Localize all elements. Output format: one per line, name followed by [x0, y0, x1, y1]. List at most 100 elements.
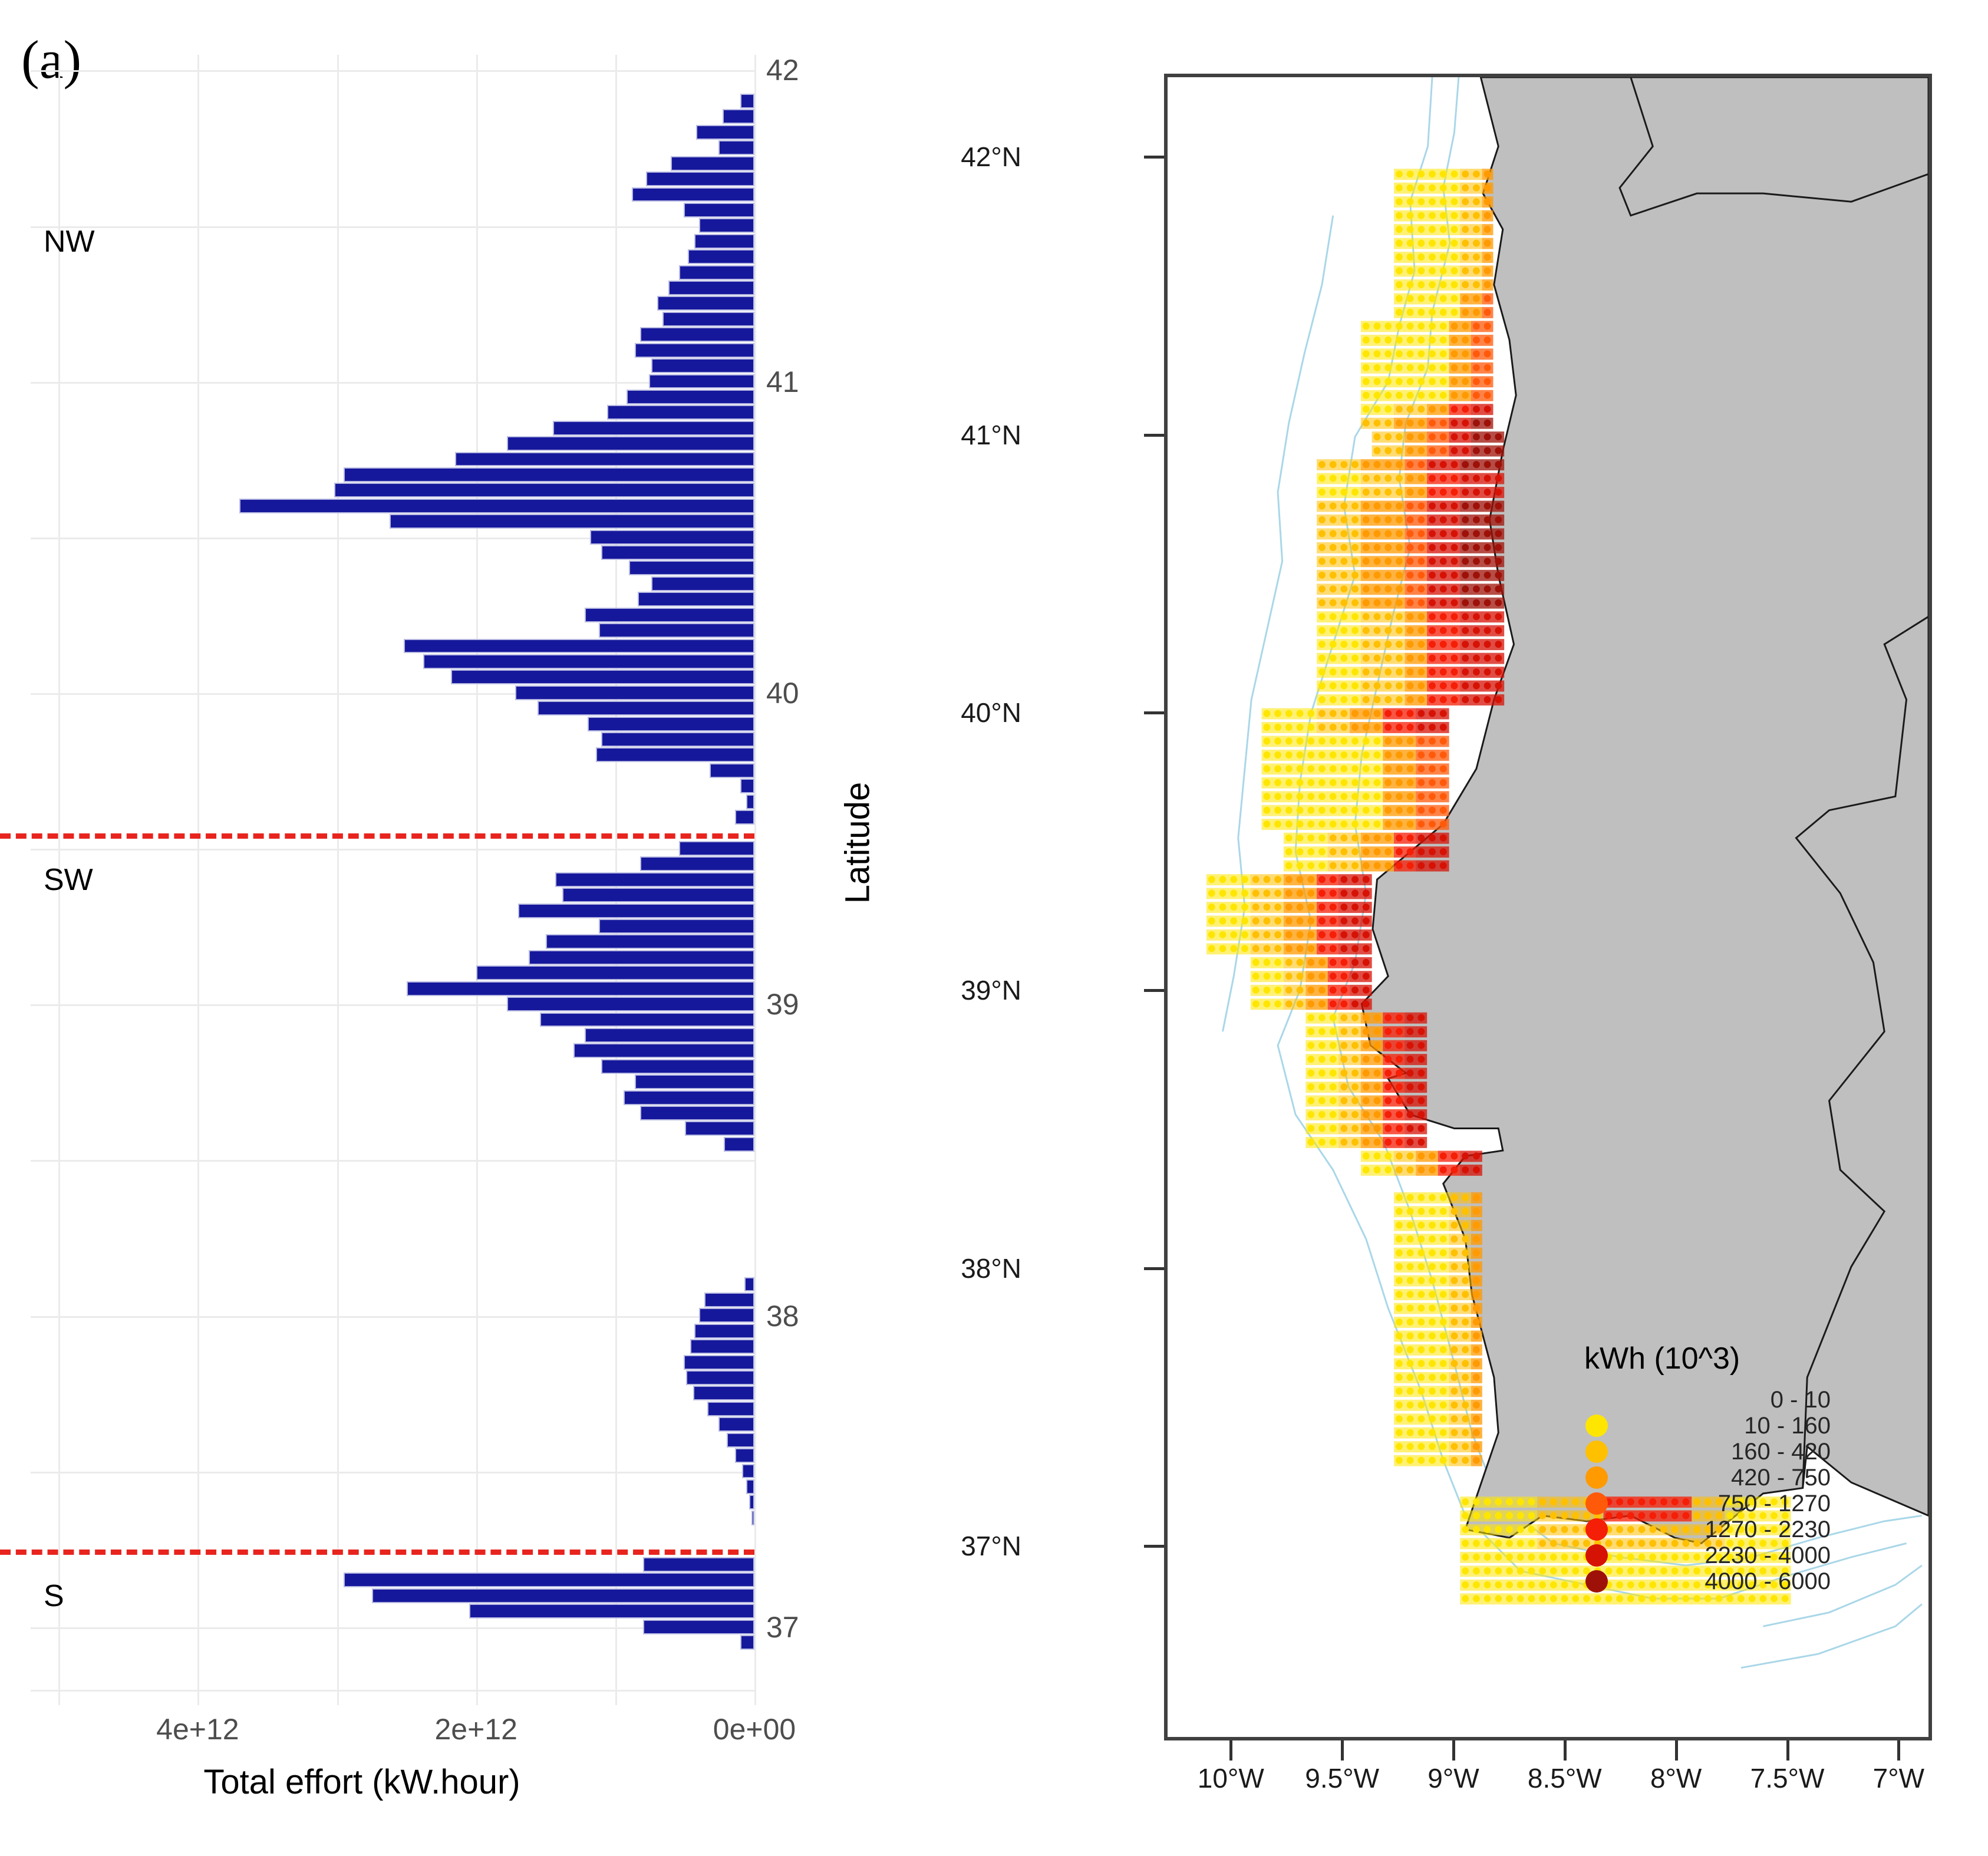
effort-dot	[1539, 1595, 1547, 1603]
effort-dot	[1462, 1373, 1469, 1381]
effort-dot	[1715, 1581, 1723, 1588]
effort-dot	[1472, 654, 1480, 662]
effort-dot	[1439, 336, 1447, 344]
effort-dot	[1439, 489, 1447, 496]
effort-dot	[1616, 1512, 1624, 1519]
effort-dot	[1472, 530, 1480, 538]
effort-dot	[1307, 737, 1315, 745]
effort-dot	[1462, 184, 1469, 192]
effort-dot	[1439, 613, 1447, 621]
effort-dot	[1396, 1111, 1403, 1118]
bar	[624, 1090, 754, 1105]
legend-color-dot	[1585, 1389, 1608, 1411]
effort-dot	[1483, 1539, 1491, 1547]
effort-dot	[1483, 226, 1491, 233]
effort-dot	[1340, 668, 1348, 676]
map-graphic	[1168, 77, 1928, 1737]
effort-dot	[1329, 779, 1337, 786]
effort-dot	[1340, 571, 1348, 579]
effort-dot	[1384, 723, 1392, 731]
effort-dot	[1307, 820, 1315, 828]
effort-dot	[1649, 1553, 1657, 1561]
effort-dot	[1516, 1539, 1524, 1547]
effort-dot	[1462, 226, 1469, 233]
map-x-tickmark	[1229, 1740, 1233, 1761]
bar	[632, 187, 754, 202]
effort-dot	[1318, 986, 1326, 994]
effort-dot	[1285, 834, 1293, 842]
effort-dot	[1362, 627, 1370, 634]
effort-dot	[1373, 1111, 1381, 1118]
effort-dot	[1462, 1567, 1469, 1575]
effort-dot	[1384, 1083, 1392, 1091]
effort-dot	[1329, 613, 1337, 621]
effort-dot	[1450, 322, 1458, 330]
effort-dot	[1429, 212, 1436, 219]
effort-dot	[1439, 862, 1447, 869]
legend-row: 750 - 1270	[1580, 1491, 1833, 1517]
effort-dot	[1396, 1360, 1403, 1367]
effort-dot	[1771, 1581, 1778, 1588]
effort-dot	[1417, 267, 1425, 275]
effort-dot	[1329, 1138, 1337, 1146]
effort-dot	[1450, 585, 1458, 593]
effort-dot	[1406, 1194, 1414, 1201]
effort-dot	[1472, 502, 1480, 510]
map-y-tick-label: 39°N	[961, 975, 1021, 1006]
effort-dot	[1483, 654, 1491, 662]
effort-dot	[1417, 184, 1425, 192]
effort-dot	[1417, 793, 1425, 800]
effort-dot	[1285, 862, 1293, 869]
effort-dot	[1495, 461, 1502, 469]
effort-dot	[1274, 751, 1282, 759]
effort-dot	[1340, 945, 1348, 952]
effort-dot	[1495, 489, 1502, 496]
effort-dot	[1373, 585, 1381, 593]
effort-dot	[1318, 1138, 1326, 1146]
effort-dot	[1483, 267, 1491, 275]
effort-dot	[1417, 1443, 1425, 1450]
effort-dot	[1406, 253, 1414, 261]
effort-dot	[1627, 1581, 1634, 1588]
effort-dot	[1285, 793, 1293, 800]
effort-dot	[1462, 1318, 1469, 1326]
effort-dot	[1439, 419, 1447, 427]
effort-dot	[1318, 613, 1326, 621]
effort-dot	[1472, 1304, 1480, 1312]
effort-dot	[1759, 1512, 1767, 1519]
effort-dot	[1450, 1249, 1458, 1257]
effort-dot	[1329, 599, 1337, 606]
effort-dot	[1450, 1194, 1458, 1201]
effort-dot	[1439, 226, 1447, 233]
effort-dot	[1351, 904, 1359, 911]
effort-dot	[1329, 834, 1337, 842]
effort-dot	[1738, 1595, 1745, 1603]
effort-dot	[1329, 696, 1337, 703]
effort-dot	[1483, 184, 1491, 192]
effort-dot	[1429, 806, 1436, 814]
panel-a-barplot: (a) NW SW S Total effort (kW.hour) Latitud…	[0, 32, 877, 1801]
effort-dot	[1450, 502, 1458, 510]
bar	[707, 1401, 754, 1416]
effort-dot	[1396, 184, 1403, 192]
gridline-horizontal	[31, 226, 754, 228]
effort-dot	[1406, 322, 1414, 330]
effort-dot	[1340, 1014, 1348, 1021]
effort-dot	[1318, 543, 1326, 551]
effort-dot	[1230, 876, 1238, 884]
effort-dot	[1417, 723, 1425, 731]
effort-dot	[1495, 516, 1502, 523]
effort-dot	[1462, 543, 1469, 551]
effort-dot	[1472, 613, 1480, 621]
effort-dot	[1396, 1028, 1403, 1036]
effort-dot	[1450, 253, 1458, 261]
effort-dot	[1396, 751, 1403, 759]
effort-dot	[1362, 1028, 1370, 1036]
effort-dot	[1472, 599, 1480, 606]
effort-dot	[1627, 1553, 1634, 1561]
effort-dot	[1472, 1429, 1480, 1436]
effort-dot	[1417, 613, 1425, 621]
effort-dot	[1384, 820, 1392, 828]
effort-dot	[1462, 571, 1469, 579]
effort-dot	[1638, 1526, 1646, 1533]
